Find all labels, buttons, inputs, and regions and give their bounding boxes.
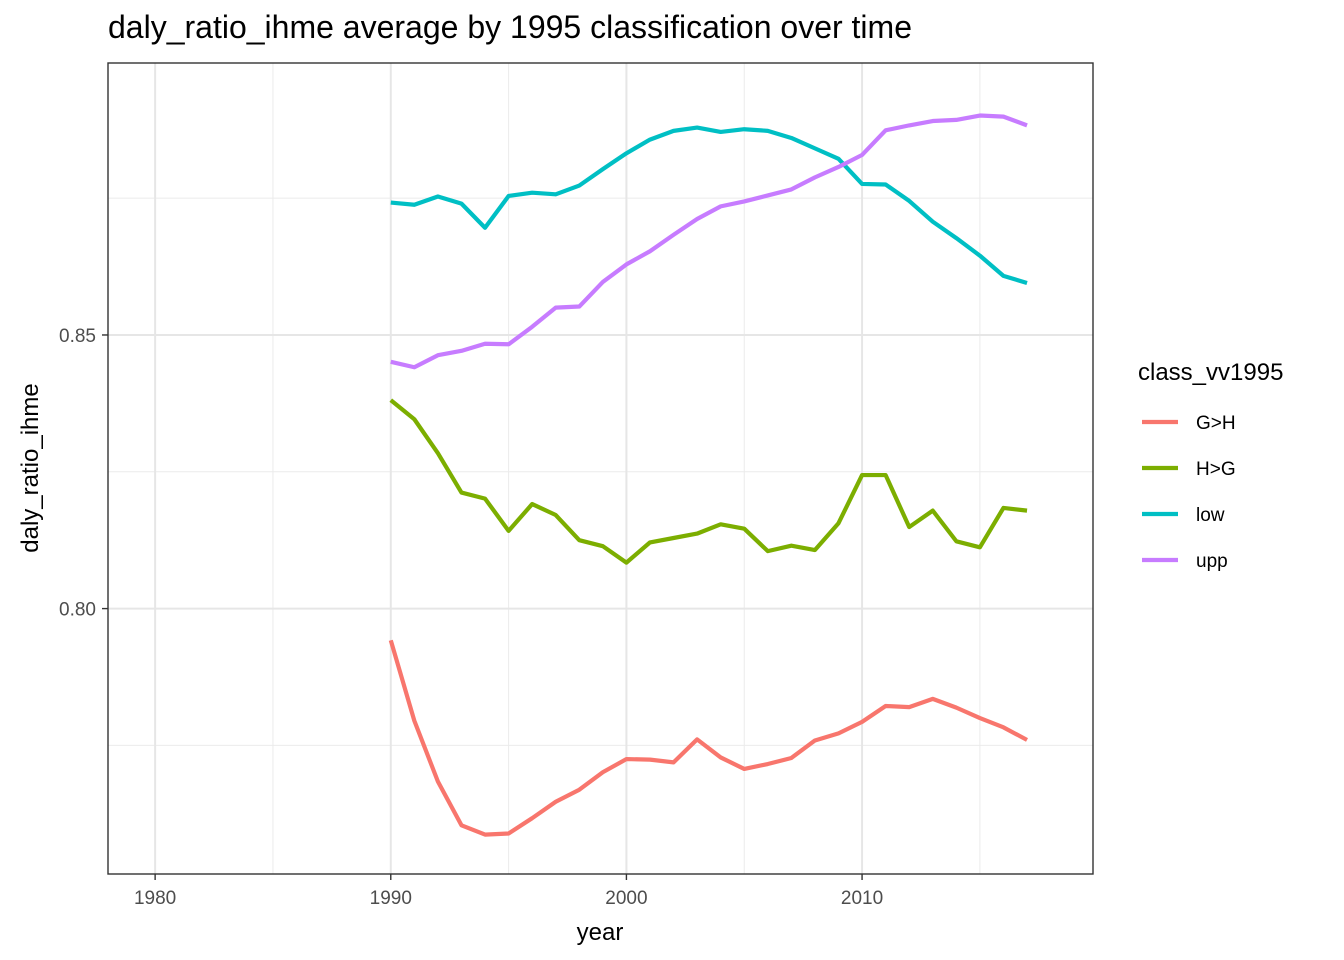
x-tick-label: 2000 (605, 888, 647, 909)
legend-label: upp (1196, 551, 1228, 572)
legend-items: G>H H>G low upp (1142, 413, 1236, 572)
y-axis: 0.80 0.85 (59, 326, 108, 621)
legend-label: H>G (1196, 459, 1236, 480)
legend-item: upp (1142, 551, 1228, 572)
y-tick-label: 0.80 (59, 600, 96, 621)
x-tick-label: 1980 (134, 888, 176, 909)
series-line-low (390, 125, 1028, 286)
series-line-h-g (389, 398, 1028, 565)
major-gridlines (108, 63, 1093, 874)
x-axis-title: year (577, 919, 624, 946)
legend-item: low (1142, 505, 1225, 526)
y-tick-label: 0.85 (59, 326, 96, 347)
x-axis: 1980 1990 2000 2010 (134, 874, 883, 909)
plot-border (107, 62, 1094, 875)
legend-label: G>H (1196, 413, 1236, 434)
chart-title: daly_ratio_ihme average by 1995 classifi… (108, 9, 912, 45)
x-tick-label: 1990 (370, 888, 412, 909)
legend: class_vv1995 G>H H>G low upp (1138, 359, 1283, 572)
legend-item: H>G (1142, 459, 1236, 480)
legend-item: G>H (1142, 413, 1236, 434)
y-axis-title: daly_ratio_ihme (17, 383, 44, 552)
plot-panel (108, 63, 1093, 874)
x-tick-label: 2010 (841, 888, 883, 909)
series-line-g-h (388, 639, 1029, 837)
series-lines (388, 113, 1029, 837)
series-line-upp (390, 113, 1028, 370)
legend-title: class_vv1995 (1138, 359, 1283, 386)
legend-label: low (1196, 505, 1225, 526)
